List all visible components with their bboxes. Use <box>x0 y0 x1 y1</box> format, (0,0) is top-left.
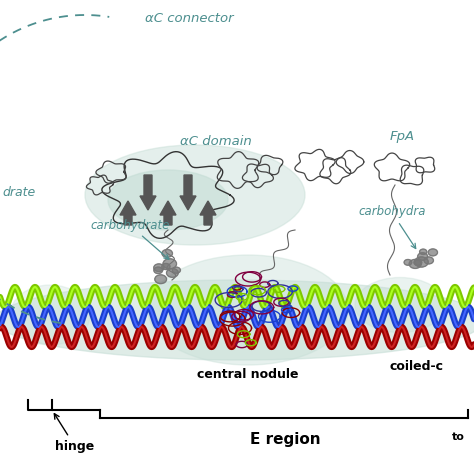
Ellipse shape <box>148 255 348 365</box>
Text: central nodule: central nodule <box>197 368 299 381</box>
Text: carbohydra: carbohydra <box>358 206 426 248</box>
Ellipse shape <box>172 267 181 273</box>
Ellipse shape <box>409 259 421 268</box>
Text: E region: E region <box>250 432 320 447</box>
Ellipse shape <box>418 253 428 260</box>
Ellipse shape <box>428 249 438 256</box>
FancyArrow shape <box>140 175 156 210</box>
Ellipse shape <box>162 264 170 270</box>
Ellipse shape <box>404 259 412 265</box>
Text: drate: drate <box>2 185 35 199</box>
Ellipse shape <box>414 260 422 265</box>
Ellipse shape <box>154 264 164 272</box>
Ellipse shape <box>10 285 90 345</box>
FancyArrow shape <box>120 201 136 225</box>
FancyArrow shape <box>180 175 196 210</box>
Ellipse shape <box>155 275 166 283</box>
Text: to: to <box>452 432 465 442</box>
Text: carbohydrate: carbohydrate <box>90 219 169 259</box>
Ellipse shape <box>355 277 445 332</box>
Ellipse shape <box>85 145 305 245</box>
Ellipse shape <box>419 249 427 255</box>
FancyArrow shape <box>160 201 176 225</box>
Text: coiled-c: coiled-c <box>390 360 444 373</box>
Text: αC domain: αC domain <box>180 135 252 148</box>
Text: FpA: FpA <box>390 130 415 143</box>
Ellipse shape <box>163 259 176 269</box>
Ellipse shape <box>424 257 433 264</box>
Ellipse shape <box>162 249 173 257</box>
Ellipse shape <box>0 280 474 360</box>
FancyArrow shape <box>200 201 216 225</box>
Ellipse shape <box>108 170 228 230</box>
Ellipse shape <box>166 268 178 277</box>
Text: hinge: hinge <box>55 414 95 453</box>
Ellipse shape <box>154 267 163 273</box>
Ellipse shape <box>415 257 428 267</box>
Text: αC connector: αC connector <box>145 12 234 25</box>
